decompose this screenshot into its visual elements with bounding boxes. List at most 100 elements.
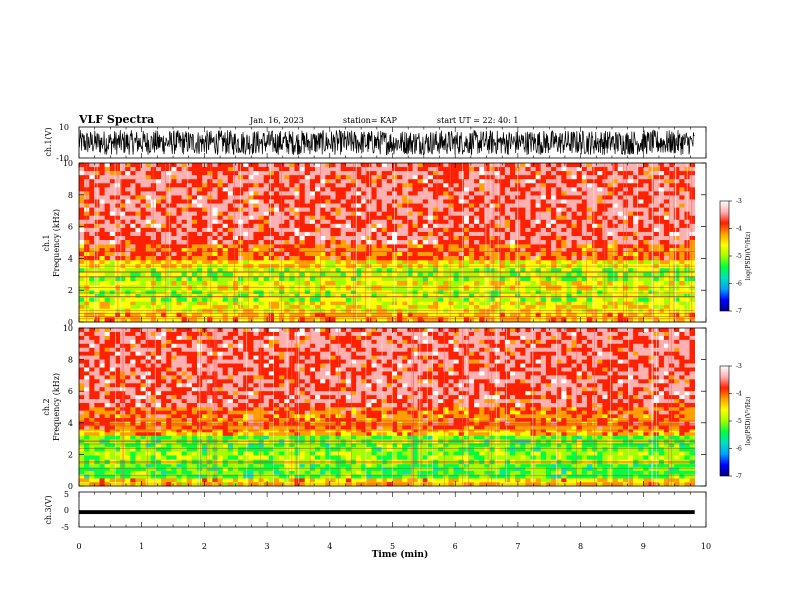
spectrogram-cell bbox=[171, 259, 177, 265]
spectrogram-cell bbox=[130, 280, 136, 286]
spectrogram-cell bbox=[227, 301, 234, 306]
spectrogram-cell bbox=[515, 235, 521, 241]
spectrogram-cell bbox=[535, 256, 542, 261]
spectrogram-cell bbox=[571, 301, 577, 306]
spectrogram-cell bbox=[120, 195, 126, 200]
spectrogram-cell bbox=[273, 297, 280, 302]
spectrogram-cell bbox=[617, 276, 624, 281]
spectrogram-cell bbox=[186, 240, 193, 245]
spectrogram-cell bbox=[561, 211, 567, 216]
spectrogram-cell bbox=[243, 219, 249, 225]
spectrogram-cell bbox=[689, 267, 696, 273]
spectrogram-cell bbox=[171, 215, 177, 221]
spectrogram-cell bbox=[227, 179, 234, 184]
spectrogram-cell bbox=[284, 317, 290, 323]
spectrogram-cell bbox=[181, 187, 188, 192]
spectrogram-cell bbox=[489, 478, 495, 483]
spectrogram-cell bbox=[433, 231, 439, 237]
spectrogram-cell bbox=[612, 223, 619, 229]
spectrogram-cell bbox=[674, 183, 680, 188]
spectrogram-cell bbox=[458, 199, 465, 204]
spectrogram-cell bbox=[99, 248, 105, 253]
spectrogram-cell bbox=[217, 478, 223, 483]
spectrogram-cell bbox=[484, 175, 490, 180]
spectrogram-cell bbox=[474, 285, 480, 291]
spectrogram-cell bbox=[504, 293, 511, 298]
spectrogram-cell bbox=[171, 179, 177, 184]
spectrogram-cell bbox=[689, 175, 696, 180]
spectrogram-cell bbox=[566, 219, 572, 225]
spectrogram-cell bbox=[653, 305, 660, 310]
spectrogram-cell bbox=[330, 276, 336, 281]
spectrogram-cell bbox=[499, 248, 506, 253]
spectrogram-cell bbox=[525, 244, 531, 249]
spectrogram-cell bbox=[89, 171, 95, 176]
spectrogram-cell bbox=[125, 211, 131, 216]
spectrogram-cell bbox=[438, 175, 444, 180]
spectrogram-cell bbox=[145, 308, 152, 313]
spectrogram-cell bbox=[494, 305, 501, 310]
spectrogram-cell bbox=[597, 267, 603, 273]
spectrogram-cell bbox=[586, 272, 593, 277]
spectrogram-cell bbox=[366, 272, 372, 277]
spectrogram-cell bbox=[504, 297, 511, 302]
spectrogram-cell bbox=[643, 203, 649, 208]
spectrogram-cell bbox=[258, 259, 265, 265]
spectrogram-cell bbox=[407, 280, 413, 286]
spectrogram-cell bbox=[315, 272, 321, 277]
spectrogram-cell bbox=[212, 317, 218, 323]
spectrogram-cell bbox=[417, 183, 424, 188]
spectrogram-cell bbox=[340, 256, 347, 261]
spectrogram-cell bbox=[581, 223, 588, 229]
spectrogram-cell bbox=[633, 223, 639, 229]
spectrogram-cell bbox=[540, 183, 547, 188]
spectrogram-cell bbox=[622, 308, 629, 313]
spectrogram-cell bbox=[607, 256, 613, 261]
spectrogram-cell bbox=[376, 187, 383, 192]
spectrogram-cell bbox=[433, 285, 439, 291]
spectrogram-cell bbox=[489, 191, 495, 196]
spectrogram-cell bbox=[243, 227, 249, 233]
spectrogram-cell bbox=[551, 252, 557, 257]
spectrogram-cell bbox=[304, 231, 311, 237]
spectrogram-cell bbox=[597, 252, 603, 257]
spectrogram-cell bbox=[504, 290, 511, 295]
spectrogram-cell bbox=[468, 179, 475, 184]
spectrogram-cell bbox=[294, 187, 300, 192]
spectrogram-cell bbox=[191, 252, 198, 257]
spectrogram-cell bbox=[479, 290, 485, 295]
spectrogram-cell bbox=[79, 219, 85, 225]
spectrogram-cell bbox=[268, 219, 275, 225]
spectrogram-cell bbox=[186, 203, 193, 208]
spectrogram-cell bbox=[438, 297, 444, 302]
spectrogram-cell bbox=[135, 175, 141, 180]
spectrogram-cell bbox=[474, 167, 480, 172]
spectrogram-cell bbox=[273, 308, 280, 313]
spectrogram-cell bbox=[597, 478, 603, 483]
spectrogram-cell bbox=[494, 199, 501, 204]
spectrogram-cell bbox=[458, 207, 465, 212]
spectrogram-cell bbox=[597, 305, 603, 310]
spectrogram-cell bbox=[443, 171, 449, 176]
spectrogram-cell bbox=[376, 267, 383, 273]
spectrogram-cell bbox=[181, 244, 188, 249]
spectrogram-cell bbox=[361, 223, 367, 229]
spectrogram-cell bbox=[617, 175, 624, 180]
spectrogram-cell bbox=[458, 175, 465, 180]
spectrogram-cell bbox=[545, 211, 552, 216]
spectrogram-cell bbox=[186, 179, 193, 184]
spectrogram-cell bbox=[643, 259, 649, 265]
spectrogram-cell bbox=[258, 272, 265, 277]
spectrogram-cell bbox=[309, 179, 316, 184]
spectrogram-cell bbox=[540, 312, 547, 318]
spectrogram-cell bbox=[176, 219, 182, 225]
spectrogram-cell bbox=[468, 317, 475, 323]
spectrogram-cell bbox=[525, 252, 531, 257]
spectrogram-cell bbox=[356, 227, 362, 233]
spectrogram-cell bbox=[622, 297, 629, 302]
spectrogram-cell bbox=[155, 215, 162, 221]
spectrogram-cell bbox=[243, 223, 249, 229]
spectrogram-cell bbox=[109, 203, 116, 208]
spectrogram-cell bbox=[545, 195, 552, 200]
spectrogram-cell bbox=[186, 256, 193, 261]
